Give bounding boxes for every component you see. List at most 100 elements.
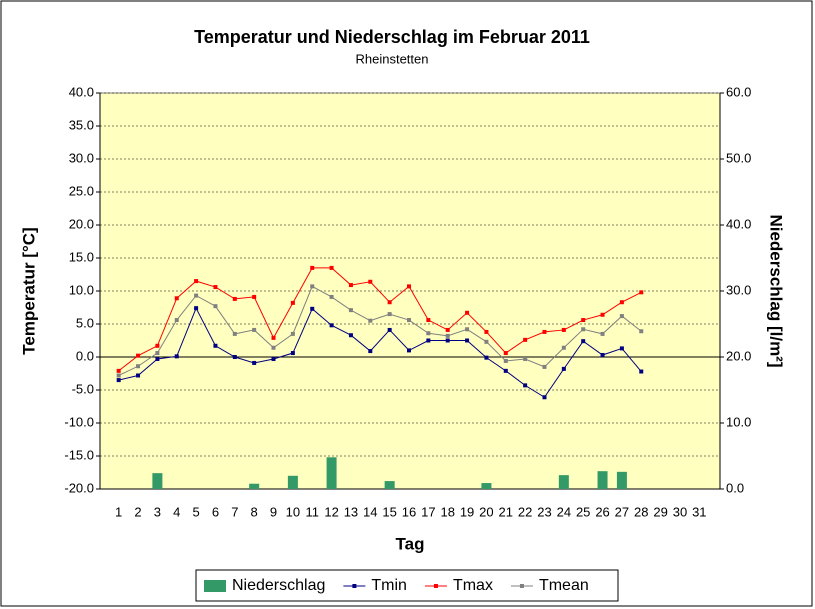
bar bbox=[384, 481, 395, 489]
marker bbox=[213, 343, 218, 348]
legend-label: Tmin bbox=[371, 577, 407, 594]
marker bbox=[271, 356, 276, 361]
marker bbox=[232, 296, 237, 301]
marker bbox=[561, 345, 566, 350]
marker bbox=[387, 327, 392, 332]
x-tick-label: 5 bbox=[192, 504, 199, 519]
y2-tick-label: 0.0 bbox=[726, 480, 744, 495]
y-tick-label: 10.0 bbox=[69, 282, 94, 297]
bar bbox=[152, 473, 163, 489]
bar bbox=[287, 475, 298, 489]
chart-title: Temperatur und Niederschlag im Februar 2… bbox=[194, 27, 590, 47]
legend-label: Tmean bbox=[539, 577, 589, 594]
bar bbox=[616, 471, 627, 489]
line bbox=[118, 267, 642, 372]
legend-label: Niederschlag bbox=[232, 577, 325, 594]
bar bbox=[558, 475, 569, 489]
marker bbox=[213, 285, 218, 290]
x-tick-label: 19 bbox=[460, 504, 474, 519]
line bbox=[118, 285, 642, 376]
marker bbox=[271, 335, 276, 340]
marker bbox=[484, 339, 489, 344]
marker bbox=[600, 331, 605, 336]
y-tick-label: -5.0 bbox=[72, 381, 94, 396]
y-tick-label: -10.0 bbox=[64, 414, 94, 429]
marker bbox=[600, 312, 605, 317]
x-tick-label: 17 bbox=[421, 504, 435, 519]
x-tick-label: 15 bbox=[382, 504, 396, 519]
chart-subtitle: Rheinstetten bbox=[356, 51, 429, 66]
y-tick-label: -15.0 bbox=[64, 447, 94, 462]
marker bbox=[329, 323, 334, 328]
marker bbox=[155, 343, 160, 348]
marker bbox=[174, 354, 179, 359]
marker bbox=[348, 308, 353, 313]
x-tick-label: 31 bbox=[692, 504, 706, 519]
y2-tick-label: 50.0 bbox=[726, 150, 751, 165]
marker bbox=[194, 279, 199, 284]
marker bbox=[252, 360, 257, 365]
marker bbox=[310, 306, 315, 311]
x-tick-label: 18 bbox=[440, 504, 454, 519]
marker bbox=[523, 356, 528, 361]
marker bbox=[232, 355, 237, 359]
x-tick-label: 14 bbox=[363, 504, 377, 519]
bar bbox=[481, 483, 492, 489]
y-tick-label: 0.0 bbox=[76, 348, 94, 363]
marker bbox=[619, 300, 624, 305]
y-tick-label: 20.0 bbox=[69, 216, 94, 231]
marker bbox=[445, 333, 450, 338]
x-tick-label: 13 bbox=[344, 504, 358, 519]
marker bbox=[116, 378, 121, 383]
marker bbox=[484, 329, 489, 334]
legend-swatch bbox=[352, 584, 357, 588]
marker bbox=[426, 318, 431, 323]
legend-swatch bbox=[519, 584, 524, 588]
marker bbox=[407, 318, 411, 323]
bar bbox=[326, 457, 337, 489]
marker bbox=[561, 366, 566, 371]
marker bbox=[639, 329, 644, 334]
marker bbox=[619, 346, 624, 351]
y-axis-title: Temperatur [°C] bbox=[19, 227, 38, 354]
marker bbox=[542, 329, 547, 334]
marker bbox=[252, 294, 257, 299]
y2-axis-title: Niederschlag [l/m²] bbox=[767, 214, 786, 367]
marker bbox=[619, 314, 624, 319]
x-tick-label: 30 bbox=[673, 504, 687, 519]
marker bbox=[136, 353, 141, 358]
y-tick-label: 30.0 bbox=[69, 150, 94, 165]
marker bbox=[213, 304, 218, 309]
marker bbox=[155, 356, 160, 361]
legend-swatch bbox=[204, 580, 226, 592]
marker bbox=[600, 353, 605, 358]
y-tick-label: 25.0 bbox=[69, 183, 94, 198]
y-tick-label: 5.0 bbox=[76, 315, 94, 330]
x-tick-label: 27 bbox=[615, 504, 629, 519]
y2-tick-label: 40.0 bbox=[726, 216, 751, 231]
marker bbox=[194, 293, 199, 298]
x-tick-label: 4 bbox=[173, 504, 180, 519]
marker bbox=[581, 318, 586, 323]
line bbox=[118, 306, 642, 398]
marker bbox=[387, 300, 392, 305]
x-tick-label: 28 bbox=[634, 504, 648, 519]
marker bbox=[465, 327, 470, 332]
marker bbox=[639, 369, 644, 374]
x-tick-label: 20 bbox=[479, 504, 493, 519]
marker bbox=[503, 368, 508, 373]
marker bbox=[581, 339, 586, 344]
marker bbox=[310, 265, 315, 270]
marker bbox=[290, 300, 295, 305]
x-tick-label: 16 bbox=[402, 504, 416, 519]
marker bbox=[348, 333, 353, 338]
x-tick-label: 6 bbox=[212, 504, 219, 519]
marker bbox=[232, 331, 237, 336]
legend-swatch bbox=[433, 584, 438, 588]
x-axis-title: Tag bbox=[396, 534, 425, 553]
marker bbox=[387, 312, 392, 317]
marker bbox=[290, 331, 295, 336]
x-tick-label: 1 bbox=[115, 504, 122, 519]
marker bbox=[116, 373, 121, 378]
